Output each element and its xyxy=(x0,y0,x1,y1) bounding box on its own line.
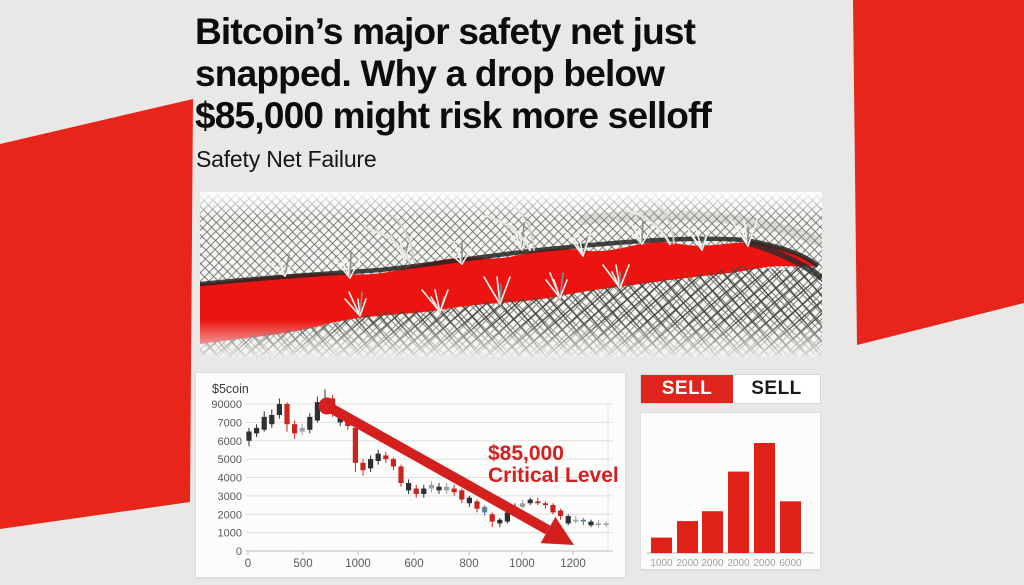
chart-title: $5coin xyxy=(212,382,249,396)
headline-line-1: Bitcoin’s major safety net just xyxy=(195,11,696,52)
sell-badge-red: SELL xyxy=(641,375,733,403)
downtrend-arrow xyxy=(318,397,574,545)
svg-text:1000: 1000 xyxy=(509,558,535,570)
sell-bar xyxy=(677,521,698,553)
svg-text:1000: 1000 xyxy=(345,558,371,570)
frayed-strands xyxy=(266,197,758,317)
sell-bar xyxy=(754,443,775,553)
sell-bar xyxy=(780,501,801,553)
bar-label: 6000 xyxy=(779,558,802,569)
svg-text:7000: 7000 xyxy=(218,417,242,429)
headline-line-2: snapped. Why a drop below xyxy=(195,53,665,94)
bar-label: 2000 xyxy=(727,558,750,569)
headline: Bitcoin’s major safety net just snapped.… xyxy=(195,11,855,137)
annotation-line-1: $85,000 xyxy=(488,442,564,465)
left-red-shape xyxy=(0,99,193,529)
sell-bar xyxy=(728,471,749,553)
candlestick-chart-svg: 90000 7000 6000 5000 4000 3000 2000 1000 00 500 10… xyxy=(211,382,619,570)
svg-text:2000: 2000 xyxy=(218,509,242,521)
svg-text:0: 0 xyxy=(245,558,251,570)
torn-net-illustration xyxy=(200,192,822,357)
svg-text:6000: 6000 xyxy=(218,436,242,448)
right-red-shape xyxy=(853,0,1024,345)
bar-label: 1000 xyxy=(650,558,673,569)
svg-text:600: 600 xyxy=(404,558,423,570)
candlestick-chart-panel: 90000 7000 6000 5000 4000 3000 2000 1000 0 0 500 10… xyxy=(195,372,626,578)
svg-text:5000: 5000 xyxy=(218,454,242,466)
headline-line-3: $85,000 might risk more selloff xyxy=(195,95,712,136)
svg-text:800: 800 xyxy=(459,558,478,570)
svg-text:1000: 1000 xyxy=(218,528,242,540)
hero-image xyxy=(200,192,822,357)
bar-label: 2000 xyxy=(676,558,699,569)
sell-bar xyxy=(651,537,672,553)
sell-label-black: SELL xyxy=(751,378,802,399)
annotation-line-2: Critical Level xyxy=(488,464,619,487)
sell-bar xyxy=(702,511,723,553)
svg-text:3000: 3000 xyxy=(218,491,242,503)
bar-label: 2000 xyxy=(753,558,776,569)
bar-chart-svg: 1000 2000 2000 2000 2000 6000 xyxy=(647,443,814,569)
sell-volume-bar-panel: 1000 2000 2000 2000 2000 6000 xyxy=(640,412,821,570)
svg-text:0: 0 xyxy=(236,546,242,558)
bar-label: 2000 xyxy=(701,558,724,569)
svg-text:4000: 4000 xyxy=(218,473,242,485)
svg-text:90000: 90000 xyxy=(211,399,242,411)
sell-signal-header: SELL SELL xyxy=(640,374,821,404)
svg-text:1200: 1200 xyxy=(560,558,586,570)
svg-text:500: 500 xyxy=(293,558,312,570)
subtitle: Safety Net Failure xyxy=(196,146,377,172)
